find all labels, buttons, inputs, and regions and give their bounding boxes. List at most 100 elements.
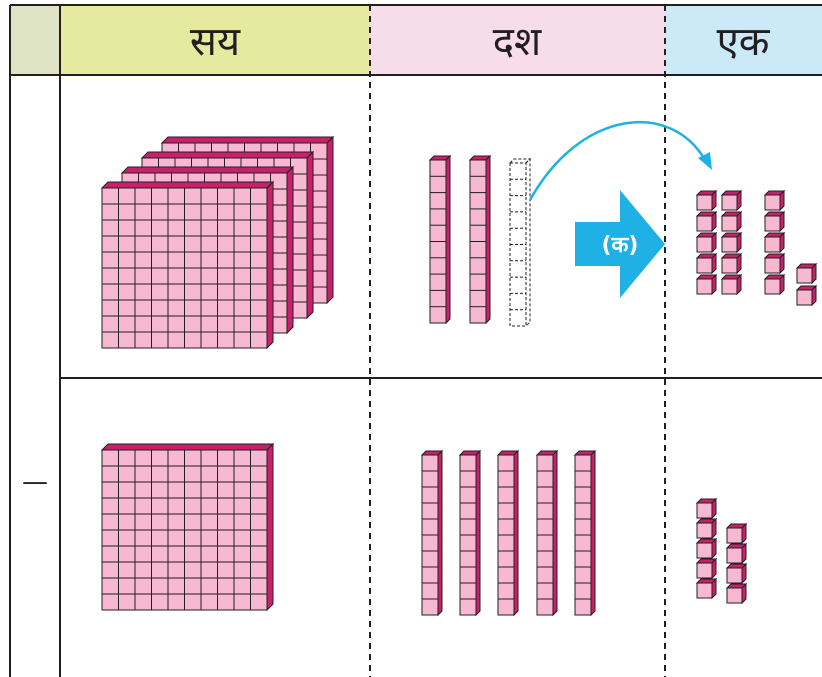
block-side bbox=[741, 542, 747, 565]
block-front bbox=[726, 527, 743, 544]
block-side bbox=[736, 189, 742, 212]
block-side bbox=[811, 262, 817, 285]
header-tens-bg bbox=[370, 5, 665, 75]
block bbox=[100, 180, 275, 350]
block-side bbox=[513, 449, 519, 617]
table-lines bbox=[9, 4, 822, 677]
block-top bbox=[100, 181, 275, 189]
block bbox=[725, 542, 748, 565]
block bbox=[720, 252, 743, 275]
block-side bbox=[590, 449, 596, 617]
block bbox=[428, 154, 452, 325]
block-front bbox=[696, 542, 713, 559]
block-side bbox=[711, 517, 717, 540]
block bbox=[695, 517, 718, 540]
block bbox=[795, 284, 818, 307]
block-side bbox=[779, 231, 785, 254]
block-side bbox=[485, 154, 491, 325]
block-front bbox=[796, 289, 813, 306]
block-side bbox=[437, 449, 443, 617]
block-top bbox=[120, 166, 295, 174]
minus-sign: — bbox=[22, 467, 48, 497]
block bbox=[720, 231, 743, 254]
block-front bbox=[721, 278, 738, 295]
block bbox=[695, 252, 718, 275]
block-side bbox=[711, 537, 717, 560]
block bbox=[695, 231, 718, 254]
block bbox=[695, 557, 718, 580]
block bbox=[725, 582, 748, 605]
block-side bbox=[711, 189, 717, 212]
block-front bbox=[696, 215, 713, 232]
block-front bbox=[696, 278, 713, 295]
block-front bbox=[764, 236, 781, 253]
block bbox=[795, 262, 818, 285]
block bbox=[720, 210, 743, 233]
block-top bbox=[160, 136, 335, 144]
block bbox=[763, 210, 786, 233]
block bbox=[695, 210, 718, 233]
block bbox=[420, 449, 444, 617]
block-side bbox=[711, 557, 717, 580]
block bbox=[763, 231, 786, 254]
block bbox=[763, 189, 786, 212]
block-side bbox=[779, 189, 785, 212]
block-front bbox=[764, 278, 781, 295]
block-side bbox=[552, 449, 558, 617]
block-side bbox=[736, 273, 742, 296]
block-front bbox=[726, 547, 743, 564]
block-front bbox=[696, 502, 713, 519]
block-side bbox=[779, 273, 785, 296]
block-front bbox=[696, 236, 713, 253]
block bbox=[100, 442, 275, 612]
header-ones-bg bbox=[665, 5, 822, 75]
block bbox=[695, 273, 718, 296]
block-side bbox=[326, 135, 334, 305]
block-side bbox=[266, 442, 274, 612]
block bbox=[535, 449, 559, 617]
block-side bbox=[779, 252, 785, 275]
block bbox=[695, 577, 718, 600]
carry-arrowhead bbox=[698, 152, 712, 170]
block-side bbox=[736, 231, 742, 254]
block-side bbox=[475, 449, 481, 617]
block-front bbox=[696, 257, 713, 274]
header-tens: दश bbox=[493, 19, 542, 65]
block-front bbox=[764, 215, 781, 232]
block-front bbox=[721, 257, 738, 274]
blocks bbox=[100, 135, 818, 617]
block-side bbox=[711, 252, 717, 275]
block-side bbox=[711, 497, 717, 520]
block-front bbox=[764, 194, 781, 211]
block bbox=[763, 273, 786, 296]
block-side bbox=[711, 577, 717, 600]
block-side bbox=[811, 284, 817, 307]
block bbox=[468, 154, 492, 325]
block-side bbox=[779, 210, 785, 233]
block-front bbox=[721, 194, 738, 211]
block bbox=[725, 522, 748, 545]
block-side bbox=[736, 210, 742, 233]
block-front bbox=[696, 582, 713, 599]
block-front bbox=[696, 522, 713, 539]
block-side bbox=[711, 210, 717, 233]
header-corner bbox=[10, 5, 60, 75]
block bbox=[720, 273, 743, 296]
arrow-label: (क) bbox=[601, 233, 638, 258]
block-top bbox=[100, 443, 275, 451]
block-side bbox=[445, 154, 451, 325]
block-side bbox=[741, 582, 747, 605]
block bbox=[720, 189, 743, 212]
block-front bbox=[721, 236, 738, 253]
block bbox=[496, 449, 520, 617]
block-front bbox=[764, 257, 781, 274]
block bbox=[458, 449, 482, 617]
block bbox=[695, 189, 718, 212]
exchange-arrow bbox=[575, 190, 665, 298]
block-side bbox=[736, 252, 742, 275]
block-side bbox=[266, 180, 274, 350]
block-side bbox=[711, 231, 717, 254]
block-front bbox=[796, 267, 813, 284]
block-front bbox=[726, 567, 743, 584]
